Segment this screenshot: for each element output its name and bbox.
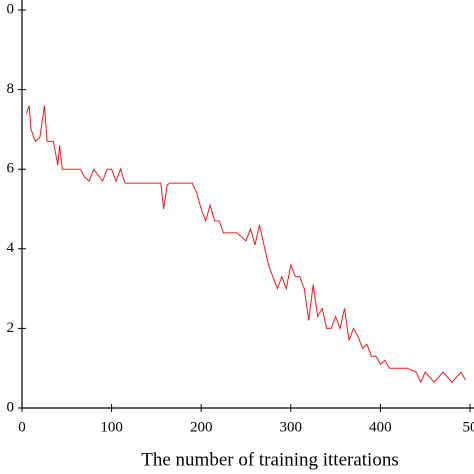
x-tick-label: 200 (190, 419, 213, 435)
x-tick-label: 50 (463, 419, 474, 435)
x-axis-title: The number of training itterations (141, 449, 398, 470)
data-line (26, 105, 466, 384)
y-tick-label: 6 (7, 161, 15, 177)
y-tick-label: 0 (7, 1, 15, 17)
y-tick-label: 2 (7, 320, 15, 336)
y-tick-label: 8 (7, 81, 15, 97)
x-tick-label: 100 (100, 419, 123, 435)
x-tick-label: 300 (280, 419, 303, 435)
y-tick-label: 0 (7, 399, 15, 415)
x-tick-label: 400 (369, 419, 392, 435)
x-tick-label: 0 (18, 419, 26, 435)
y-tick-label: 4 (7, 240, 15, 256)
